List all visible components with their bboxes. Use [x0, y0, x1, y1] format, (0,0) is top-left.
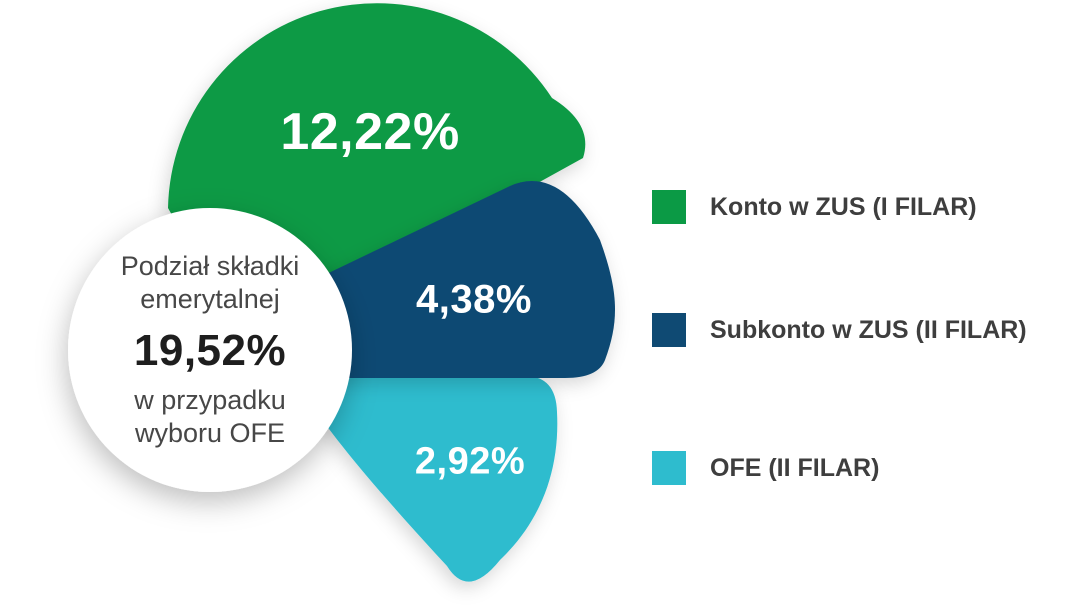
legend-item-subkonto-w-zus: Subkonto w ZUS (II FILAR): [652, 313, 1027, 347]
legend-label-subkonto-w-zus: Subkonto w ZUS (II FILAR): [710, 315, 1027, 344]
value-label-subkonto-w-zus: 4,38%: [416, 277, 532, 322]
legend-item-ofe: OFE (II FILAR): [652, 451, 879, 485]
value-label-konto-w-zus: 12,22%: [280, 103, 460, 161]
petal-ofe: [255, 376, 558, 582]
value-label-ofe: 2,92%: [414, 440, 526, 483]
legend-label-konto-w-zus: Konto w ZUS (I FILAR): [710, 192, 977, 221]
legend-swatch-konto-w-zus: [652, 190, 686, 224]
chart-title: Podział składki emerytalnej: [120, 251, 300, 315]
legend-swatch-ofe: [652, 451, 686, 485]
legend-swatch-subkonto-w-zus: [652, 313, 686, 347]
legend-label-ofe: OFE (II FILAR): [710, 453, 880, 482]
legend-item-konto-w-zus: Konto w ZUS (I FILAR): [652, 190, 977, 224]
chart-subtitle: w przypadku wyboru OFE: [134, 385, 286, 448]
total-value: 19,52%: [133, 326, 287, 375]
center-label: Podział składki emerytalnej 19,52% w prz…: [92, 250, 328, 450]
center-circle: [68, 208, 352, 492]
